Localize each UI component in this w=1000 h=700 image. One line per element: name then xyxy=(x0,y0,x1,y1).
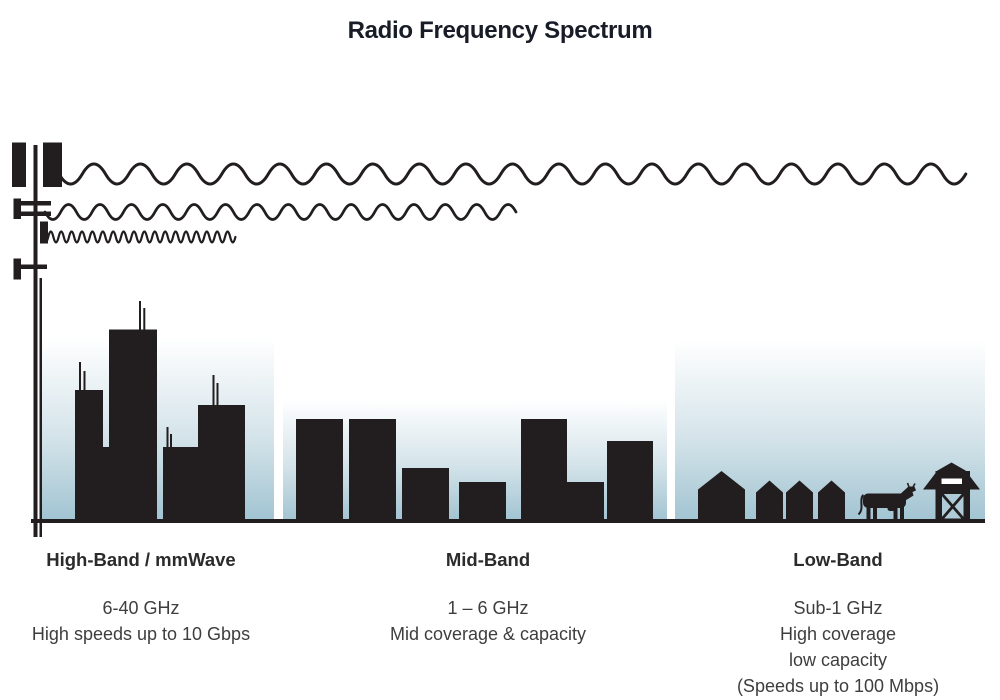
low-band-description-1: High coverage xyxy=(779,624,897,644)
high-band-description: High speeds up to 10 Gbps xyxy=(31,624,251,644)
low-band-description-2: low capacity xyxy=(788,650,888,670)
high-band-frequency: 6-40 GHz xyxy=(102,598,180,618)
radio-wave-medium-icon xyxy=(43,203,518,221)
skyscraper-city-icon xyxy=(75,301,245,520)
low-band-speed-note: (Speeds up to 100 Mbps) xyxy=(736,676,940,696)
rooftop-antenna-icon xyxy=(79,301,219,448)
low-band-heading: Low-Band xyxy=(793,549,883,570)
high-band-label: High-Band / mmWave 6-40 GHz High speeds … xyxy=(21,549,261,647)
radio-wave-short-icon xyxy=(41,230,237,244)
mid-band-label: Mid-Band 1 – 6 GHz Mid coverage & capaci… xyxy=(348,549,628,647)
midrise-buildings-icon xyxy=(296,419,653,520)
mid-band-frequency: 1 – 6 GHz xyxy=(447,598,529,618)
radio-wave-long-icon xyxy=(57,162,968,186)
page-title: Radio Frequency Spectrum xyxy=(347,17,653,45)
low-band-label: Low-Band Sub-1 GHz High coverage low cap… xyxy=(698,549,978,699)
high-band-heading: High-Band / mmWave xyxy=(46,549,236,570)
houses-icon xyxy=(698,471,845,520)
barn-icon xyxy=(923,462,980,522)
low-band-frequency: Sub-1 GHz xyxy=(793,598,883,618)
mid-band-description: Mid coverage & capacity xyxy=(389,624,587,644)
barn-loft-vent xyxy=(941,478,962,484)
spectrum-scene xyxy=(12,142,985,537)
cow-icon xyxy=(857,482,916,520)
cell-tower-icon xyxy=(12,142,62,537)
mid-band-heading: Mid-Band xyxy=(445,549,531,570)
ground-line xyxy=(31,519,985,523)
